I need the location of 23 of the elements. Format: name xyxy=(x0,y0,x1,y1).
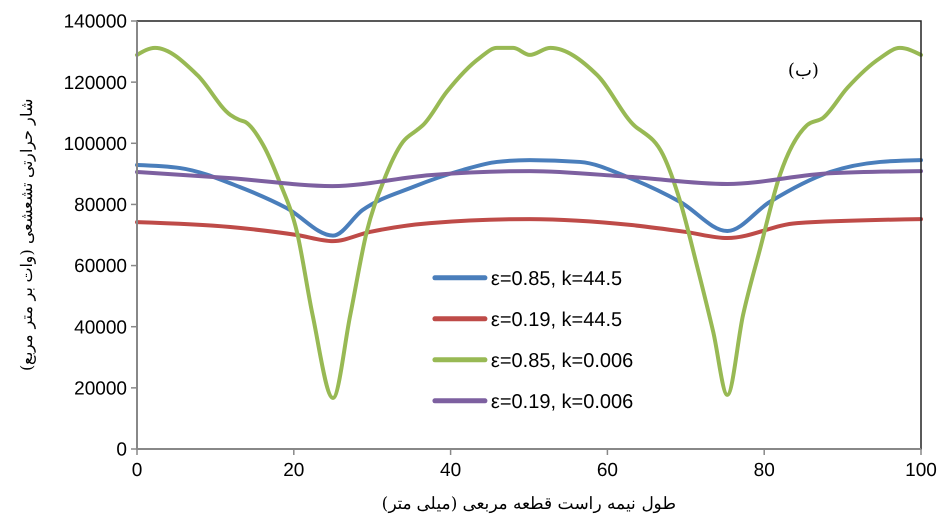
x-axis-title: طول نیمه راست قطعه مربعی (میلی متر) xyxy=(382,494,676,514)
y-tick-label: 120000 xyxy=(64,72,127,94)
y-tick-label: 40000 xyxy=(74,317,127,338)
x-tick-label: 0 xyxy=(132,460,142,481)
x-tick-label: 100 xyxy=(905,460,937,481)
y-axis-title: شار حرارتی تشعشعی (وات بر متر مربع) xyxy=(17,99,36,371)
x-tick-label: 20 xyxy=(283,460,304,481)
line-series xyxy=(135,169,923,188)
x-tick-label: 40 xyxy=(440,460,462,481)
x-tick-label: 60 xyxy=(596,460,618,481)
y-tick-label: 80000 xyxy=(74,195,127,216)
legend-label: ε=0.85, k=44.5 xyxy=(490,268,622,290)
y-tick-label: 140000 xyxy=(64,12,127,33)
x-tick-label: 80 xyxy=(754,460,775,481)
legend-label: ε=0.85, k=0.006 xyxy=(490,350,634,372)
y-tick-label: 60000 xyxy=(74,256,127,278)
line-series xyxy=(135,217,923,244)
legend-label: ε=0.19, k=44.5 xyxy=(490,308,622,331)
y-tick-label: 100000 xyxy=(64,134,127,155)
y-tick-label: 0 xyxy=(116,440,127,461)
annotation: (ب) xyxy=(788,60,819,81)
legend-label: ε=0.19, k=0.006 xyxy=(490,390,634,413)
y-tick-label: 20000 xyxy=(74,378,127,400)
